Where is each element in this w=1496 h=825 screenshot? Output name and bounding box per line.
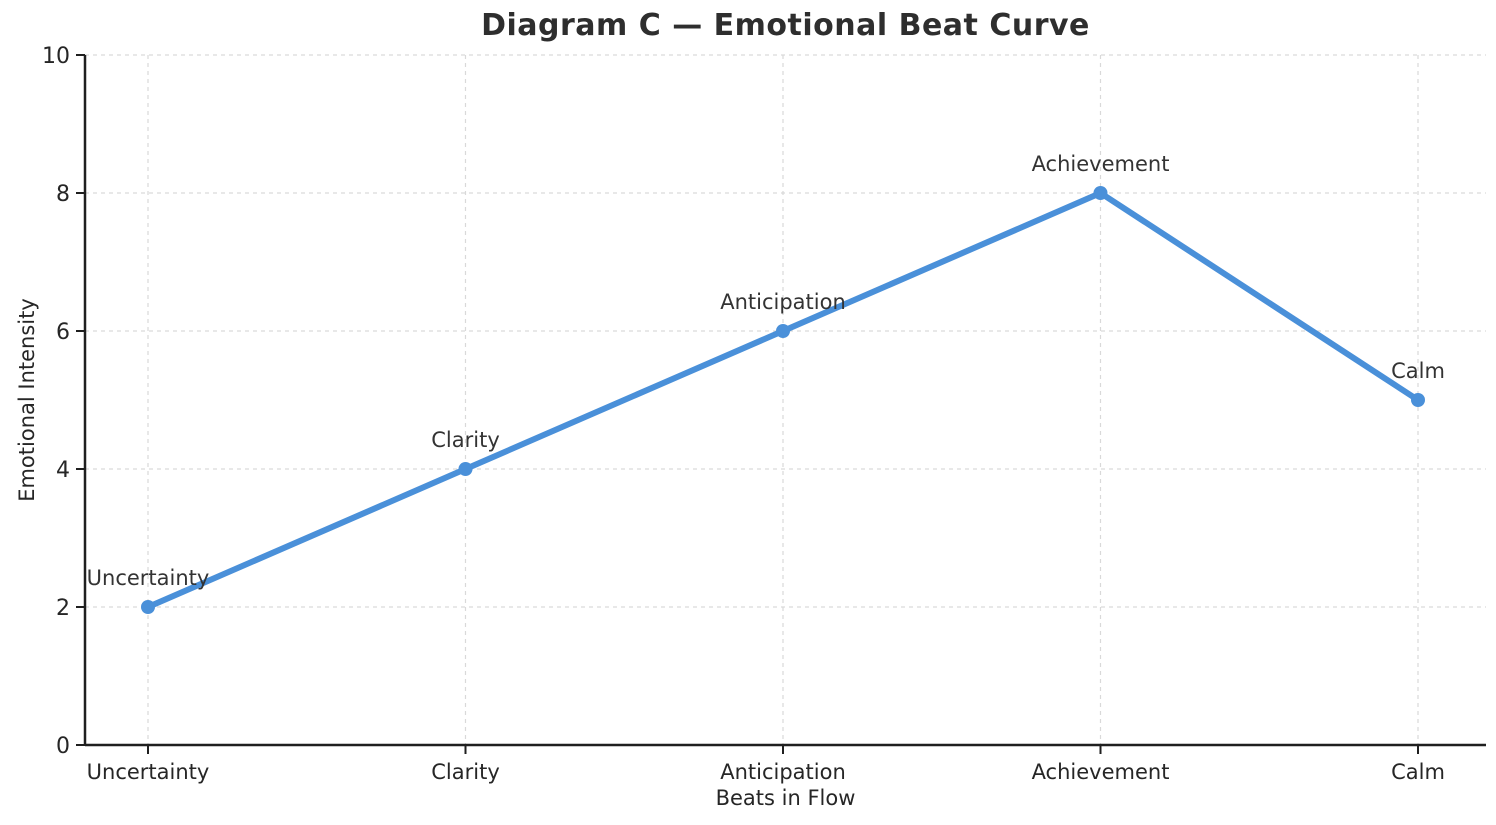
chart-title: Diagram C — Emotional Beat Curve [481,8,1090,43]
data-point [776,324,790,338]
y-tick-label: 4 [56,458,70,483]
y-tick-label: 6 [56,320,70,345]
data-point [141,600,155,614]
point-label: Clarity [431,428,500,452]
x-tick-label: Clarity [431,760,500,784]
data-point [458,462,473,476]
x-tick-label: Uncertainty [87,760,210,784]
x-tick-label: Anticipation [720,760,846,784]
point-label: Anticipation [720,290,846,314]
y-tick-label: 0 [56,734,70,759]
point-label: Achievement [1032,152,1170,176]
x-tick-label: Achievement [1032,760,1170,784]
y-tick-label: 8 [56,182,70,207]
data-point [1411,393,1425,407]
y-tick-label: 2 [56,596,70,621]
point-label: Calm [1391,359,1445,383]
y-tick-label: 10 [42,44,70,69]
point-label: Uncertainty [87,566,210,590]
x-axis-label: Beats in Flow [715,786,856,810]
data-point [1093,186,1108,200]
x-tick-label: Calm [1391,760,1445,784]
